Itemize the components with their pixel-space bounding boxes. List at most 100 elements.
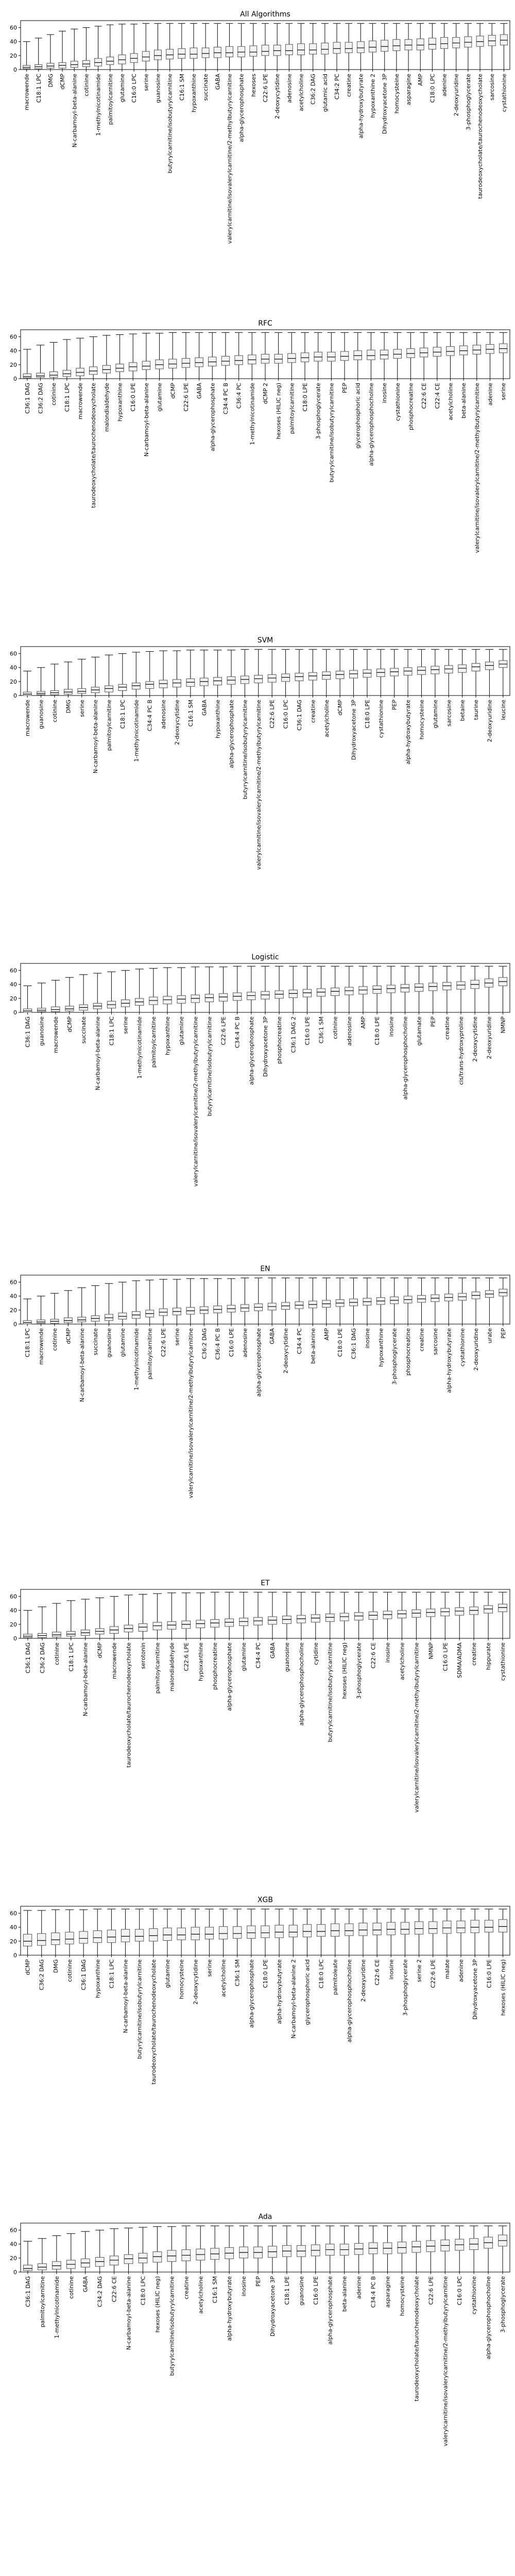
x-tick-label: cotinine — [66, 1959, 73, 1982]
x-tick-label: Dihydroxyacetone 3P — [472, 1959, 478, 2020]
x-tick-label: inosine — [364, 1328, 371, 1349]
x-tick-label: macrowende — [24, 700, 31, 736]
x-tick-label: DMG — [65, 700, 72, 714]
plot-frame — [20, 646, 510, 696]
chart-panel: ET 0 20 40 60 C36:1 DAG C36:2 DAG cotinine C18:1… — [10, 1579, 510, 1812]
x-tick-label: phosphocreatine — [276, 1016, 283, 1064]
box — [353, 350, 362, 360]
box — [446, 346, 455, 356]
box — [181, 1620, 191, 1629]
y-tick-label: 0 — [13, 1009, 17, 1016]
x-tick-label: C18:1 LPC — [108, 1016, 115, 1046]
box — [381, 40, 389, 52]
x-tick-label: taurodeoxycholate/taurochenodeoxycholate — [126, 1642, 132, 1768]
x-tick-label: C22:6 CE — [370, 1642, 377, 1669]
x-tick-label: C16:0 LPE — [486, 1959, 492, 1988]
x-tick-label: 2-deoxyuridine — [486, 700, 493, 742]
x-tick-label: dCMP 2 — [262, 383, 269, 404]
x-tick-label: dCMP — [97, 1642, 104, 1658]
x-tick-label: cotinine — [68, 2276, 75, 2299]
x-tick-label: palmitoleate — [332, 1959, 339, 1995]
box — [268, 1616, 277, 1625]
box — [142, 361, 151, 370]
box — [23, 1934, 32, 1946]
chart-title: Ada — [259, 2213, 272, 2221]
y-tick-label: 20 — [10, 995, 17, 1002]
y-tick-label: 0 — [13, 692, 17, 699]
x-tick-label: DMG — [53, 1959, 59, 1973]
x-tick-label: cystathionine — [377, 700, 384, 738]
x-tick-label: sarcosine — [445, 700, 452, 726]
x-tick-label: C36:1 DAG — [25, 2276, 31, 2307]
box — [70, 61, 78, 68]
box — [23, 2264, 32, 2271]
x-tick-label: valerylcarnitine/isovalerylcarnitine/2-m… — [255, 700, 262, 870]
x-tick-label: C36:4 PC B — [215, 1328, 221, 1360]
x-tick-label: C22:6 LPE — [183, 383, 190, 412]
box — [105, 685, 113, 692]
box — [154, 49, 162, 60]
x-tick-label: C36:2 DAG — [39, 1642, 46, 1673]
y-tick-label: 20 — [10, 1621, 17, 1628]
box — [247, 992, 256, 1001]
x-tick-label: C22:6 LPE — [262, 74, 269, 103]
box — [273, 45, 281, 56]
box — [124, 2254, 133, 2264]
box — [471, 663, 480, 671]
x-tick-label: creatine — [444, 1016, 451, 1040]
box — [95, 2257, 105, 2267]
box — [253, 1617, 263, 1625]
box — [311, 1614, 320, 1623]
box — [76, 368, 84, 377]
chart-panel: All Algorithms 0 20 40 60 macrowende C18:1 LPC… — [10, 10, 510, 244]
x-tick-label: C18:1 LPC — [119, 700, 126, 729]
plot-frame — [20, 1275, 510, 1325]
x-tick-label: hexoses (HILIC neg) — [500, 1959, 506, 2016]
x-tick-label: palmitoylcarnitine — [106, 700, 113, 751]
chart-title: Logistic — [251, 953, 279, 961]
x-tick-label: guanosine — [298, 2276, 305, 2306]
x-tick-label: 2-deoxyuridine — [360, 1959, 367, 2002]
x-tick-label: Dihydroxyacetone 3P — [262, 1016, 269, 1077]
box — [331, 988, 340, 996]
x-tick-label: C36:1 DAG — [25, 1642, 31, 1673]
x-tick-label: C16:0 LPC — [283, 700, 289, 729]
x-tick-label: AMP — [323, 1328, 330, 1341]
x-tick-label: glutamine — [119, 74, 126, 103]
box — [498, 1919, 508, 1933]
box — [190, 47, 198, 59]
x-tick-label: glycerophosphoric acid — [355, 383, 362, 448]
x-tick-label: C18:0 LPC — [318, 1959, 325, 1989]
box — [386, 1922, 396, 1936]
x-tick-label: hypoxanthine 2 — [370, 74, 376, 118]
x-tick-label: PEP — [391, 700, 398, 710]
x-tick-label: C22:6 LPE — [183, 1642, 190, 1671]
y-tick-label: 0 — [13, 1321, 17, 1328]
x-tick-label: C36:1 DAG — [25, 1016, 31, 1047]
x-tick-label: hypoxanthine — [377, 1328, 384, 1367]
box — [261, 1925, 270, 1938]
chart-panel: SVM 0 20 40 60 macrowende guanosine cotinine DMG… — [10, 636, 510, 870]
x-tick-label: adenosine — [286, 74, 293, 103]
box — [500, 34, 508, 46]
x-tick-label: 2-deoxyuridine — [486, 1016, 492, 1059]
x-tick-label: butyrylcarnitine/isobutyrylcarnitine — [206, 1016, 213, 1116]
x-tick-label: hypoxanthine — [191, 74, 197, 112]
box — [285, 44, 293, 56]
box — [295, 673, 304, 681]
x-tick-label: N-carbamoyl-beta-alanine — [71, 74, 78, 148]
x-tick-label: C18:1 LPC — [24, 1328, 31, 1358]
x-tick-label: Dihydroxyacetone 3P — [269, 2276, 276, 2337]
box — [163, 996, 172, 1005]
x-tick-label: asparagine — [385, 2276, 391, 2308]
box — [37, 1933, 46, 1946]
x-tick-label: cystathionine — [394, 383, 401, 421]
x-tick-label: adenosine — [242, 1328, 248, 1358]
x-tick-label: cotinine — [83, 74, 90, 96]
y-tick-label: 20 — [10, 1938, 17, 1945]
x-tick-label: adenine — [356, 2276, 363, 2299]
box — [376, 668, 385, 677]
x-tick-label: N-carbamoyl-beta-alanine — [92, 700, 99, 774]
y-tick-label: 40 — [10, 2241, 17, 2248]
x-tick-label: acetylcholine — [399, 1642, 405, 1680]
